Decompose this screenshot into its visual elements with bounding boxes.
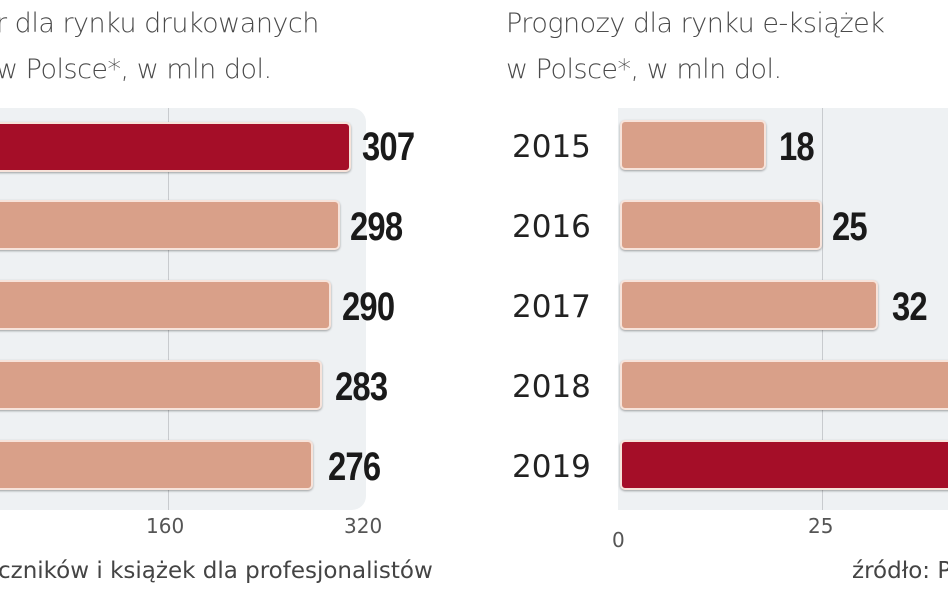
right-tick-0: 0 — [612, 528, 625, 552]
right-category-2016: 2016 — [512, 209, 591, 245]
left-value-2015: 307 — [362, 125, 415, 169]
right-category-2019: 2019 — [512, 449, 591, 485]
right-category-2017: 2017 — [512, 289, 591, 325]
right-bar-2018 — [620, 360, 948, 410]
right-bar-2019 — [620, 440, 948, 490]
right-value-2015: 18 — [779, 125, 815, 169]
right-bar-2015 — [620, 120, 766, 170]
left-value-2018: 283 — [335, 365, 388, 409]
right-category-2018: 2018 — [512, 369, 591, 405]
left-value-2017: 290 — [342, 285, 395, 329]
left-footnote: czników i książek dla profesjonalistów — [0, 558, 433, 584]
left-bar-2018 — [0, 360, 322, 410]
right-bar-2017 — [620, 280, 878, 330]
right-category-2015: 2015 — [512, 129, 591, 165]
left-tick-320: 320 — [344, 514, 383, 538]
left-bar-2017 — [0, 280, 331, 330]
left-bar-2015 — [0, 122, 351, 172]
right-bar-2016 — [620, 200, 822, 250]
left-bar-2016 — [0, 200, 340, 250]
right-tick-25: 25 — [808, 514, 834, 538]
left-chart-title-line2: w Polsce*, w mln dol. — [0, 54, 272, 85]
left-value-2019: 276 — [328, 445, 381, 489]
right-value-2017: 32 — [892, 285, 928, 329]
left-chart-title-line1: r dla rynku drukowanych — [0, 8, 319, 39]
right-chart-title-line2: w Polsce*, w mln dol. — [506, 54, 782, 85]
source-note: źródło: P — [852, 558, 948, 584]
left-tick-160: 160 — [146, 514, 185, 538]
left-bar-2019 — [0, 440, 313, 490]
right-value-2016: 25 — [832, 205, 868, 249]
right-chart-title-line1: Prognozy dla rynku e-książek — [506, 8, 885, 39]
left-value-2016: 298 — [350, 205, 403, 249]
